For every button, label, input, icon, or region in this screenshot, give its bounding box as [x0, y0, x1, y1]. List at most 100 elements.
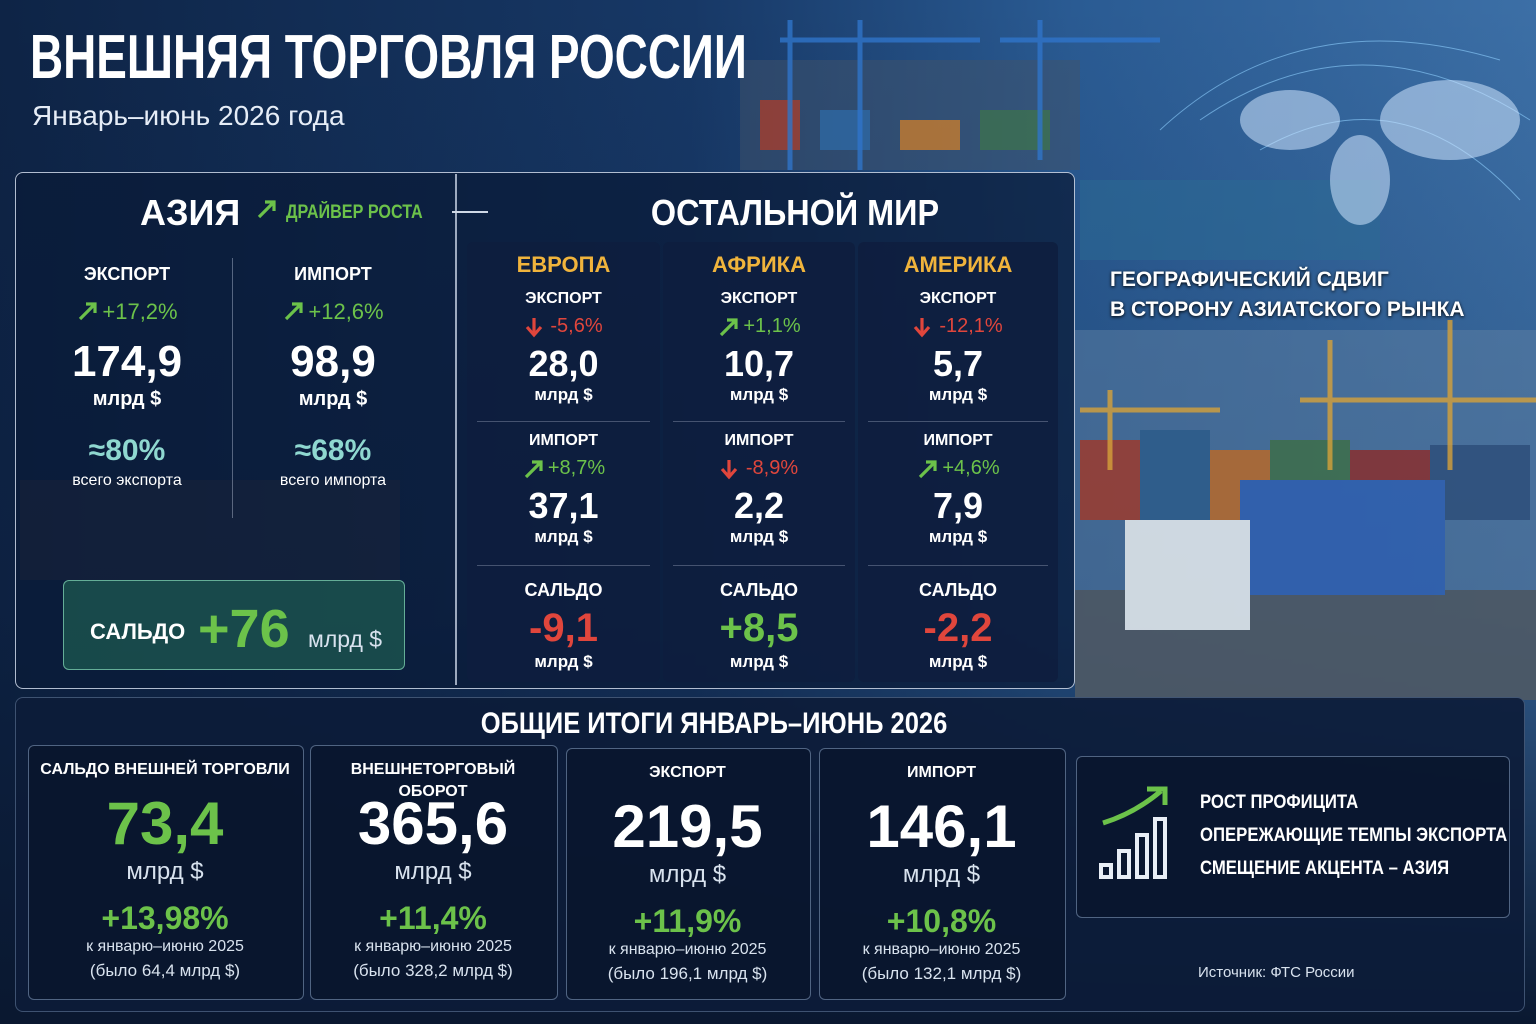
rest-title: ОСТАЛЬНОЙ МИР — [650, 192, 940, 233]
region-column — [663, 242, 855, 682]
total-card — [310, 745, 558, 1000]
card-change: +13,98% — [101, 900, 229, 936]
trend-arrow — [284, 302, 303, 321]
card-label: ИМПОРТ — [906, 764, 976, 781]
change-value: +17,2% — [102, 299, 178, 324]
balance-label: САЛЬДО — [720, 580, 798, 600]
flow-unit: млрд $ — [534, 527, 593, 546]
change-value: +12,6% — [308, 299, 384, 324]
card-unit: млрд $ — [126, 858, 204, 885]
region-column — [858, 242, 1058, 682]
column-unit: млрд $ — [92, 388, 162, 410]
cell-separator — [868, 565, 1048, 566]
page-subtitle: Январь–июнь 2026 года — [32, 100, 345, 131]
flow-value: 10,7 — [723, 343, 795, 384]
card-label: ЭКСПОРТ — [649, 764, 726, 781]
card-compare: к январю–июню 2025 — [608, 941, 767, 958]
panel-divider — [455, 174, 457, 685]
balance-unit: млрд $ — [928, 652, 988, 671]
balance-unit: млрд $ — [308, 626, 383, 652]
cell-separator — [477, 565, 650, 566]
cell-separator — [477, 421, 650, 422]
region-name: ЕВРОПА — [516, 252, 611, 277]
card-compare: к январю–июню 2025 — [862, 941, 1021, 958]
flow-label: ЭКСПОРТ — [919, 290, 997, 307]
column-share-label: всего экспорта — [72, 472, 182, 489]
balance-value: +8,5 — [719, 606, 799, 650]
card-unit: млрд $ — [902, 861, 981, 888]
column-share: ≈80% — [88, 434, 166, 467]
flow-unit: млрд $ — [729, 385, 789, 404]
card-unit: млрд $ — [394, 858, 472, 885]
flow-value: 28,0 — [528, 343, 599, 384]
card-previous: (было 132,1 млрд $) — [861, 964, 1022, 983]
card-previous: (было 64,4 млрд $) — [89, 961, 241, 980]
trend-arrow — [525, 318, 542, 338]
change-value: -12,1% — [939, 315, 1003, 337]
cell-separator — [673, 421, 845, 422]
trend-arrow — [918, 460, 937, 479]
flow-label: ЭКСПОРТ — [720, 290, 798, 307]
growth-icon — [1099, 786, 1168, 879]
total-card — [566, 748, 811, 1000]
balance-label: САЛЬДО — [90, 619, 186, 644]
card-value: 73,4 — [106, 790, 224, 857]
card-value: 365,6 — [357, 790, 509, 857]
flow-unit: млрд $ — [729, 527, 789, 546]
total-card — [819, 748, 1066, 1000]
balance-value: -9,1 — [529, 606, 598, 650]
trend-arrow — [257, 200, 276, 219]
asia-balance-box — [63, 580, 405, 670]
source-note: Источник: ФТС России — [1198, 964, 1355, 981]
flow-label: ИМПОРТ — [724, 432, 794, 449]
flow-unit: млрд $ — [928, 385, 988, 404]
card-change: +11,9% — [633, 903, 742, 939]
arrow-link — [452, 211, 488, 213]
column-unit: млрд $ — [298, 388, 368, 410]
totals-title: ОБЩИЕ ИТОГИ ЯНВАРЬ–ИЮНЬ 2026 — [480, 707, 948, 740]
page-title: ВНЕШНЯЯ ТОРГОВЛЯ РОССИИ — [30, 23, 747, 92]
trend-arrow — [720, 460, 738, 480]
balance-unit: млрд $ — [534, 652, 593, 671]
card-label: ВНЕШНЕТОРГОВЫЙ ОБОРОТ — [350, 761, 516, 800]
balance-label: САЛЬДО — [919, 580, 997, 600]
column-share: ≈68% — [294, 434, 372, 467]
change-value: -8,9% — [745, 457, 799, 479]
region-name: АФРИКА — [712, 252, 806, 277]
card-previous: (было 328,2 млрд $) — [353, 961, 513, 980]
asia-title: АЗИЯ — [140, 192, 241, 233]
column-share-label: всего импорта — [279, 472, 387, 489]
card-change: +11,4% — [379, 900, 487, 936]
trend-arrow — [524, 460, 543, 479]
trend-arrow — [914, 318, 931, 338]
card-compare: к январю–июню 2025 — [354, 938, 512, 955]
flow-value: 37,1 — [528, 485, 599, 526]
flow-unit: млрд $ — [928, 527, 988, 546]
card-value: 219,5 — [612, 793, 763, 860]
highlight-item: СМЕЩЕНИЕ АКЦЕНТА – АЗИЯ — [1200, 858, 1450, 879]
shift-caption: ГЕОГРАФИЧЕСКИЙ СДВИГ — [1110, 268, 1389, 291]
flow-label: ЭКСПОРТ — [525, 290, 602, 307]
shift-caption: В СТОРОНУ АЗИАТСКОГО РЫНКА — [1110, 298, 1465, 321]
flow-value: 7,9 — [932, 485, 984, 526]
cell-separator — [868, 421, 1048, 422]
highlight-item: ОПЕРЕЖАЮЩИЕ ТЕМПЫ ЭКСПОРТА — [1200, 825, 1508, 846]
trend-arrow — [78, 302, 97, 321]
flow-value: 2,2 — [733, 485, 785, 526]
region-name: АМЕРИКА — [903, 252, 1013, 277]
card-compare: к январю–июню 2025 — [86, 938, 244, 955]
card-label: САЛЬДО ВНЕШНЕЙ ТОРГОВЛИ — [40, 761, 290, 778]
asia-badge: ДРАЙВЕР РОСТА — [286, 202, 423, 223]
change-value: +8,7% — [547, 457, 606, 479]
card-previous: (было 196,1 млрд $) — [607, 964, 768, 983]
column-label: ИМПОРТ — [294, 264, 372, 284]
change-value: -5,6% — [550, 315, 603, 337]
card-unit: млрд $ — [648, 861, 727, 888]
column-value: 174,9 — [71, 337, 183, 386]
highlight-item: РОСТ ПРОФИЦИТА — [1200, 792, 1359, 813]
total-card — [28, 745, 304, 1000]
balance-value: +76 — [198, 599, 290, 659]
change-value: +4,6% — [942, 457, 1000, 479]
